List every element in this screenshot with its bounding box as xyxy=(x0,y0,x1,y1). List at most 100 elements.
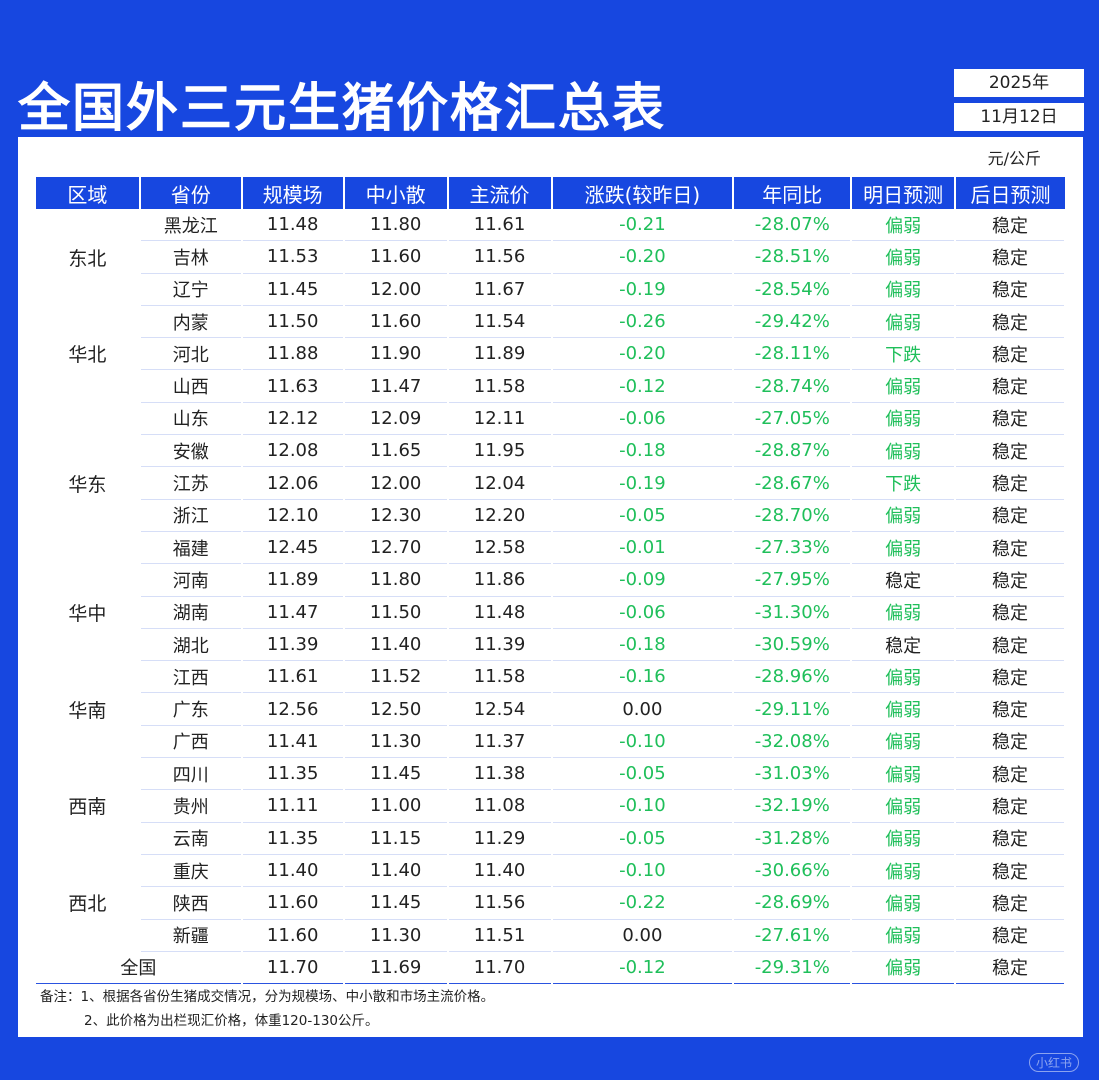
province-cell: 安徽 xyxy=(139,434,243,468)
change-cell: -0.06 xyxy=(551,596,735,629)
after-cell: 稳定 xyxy=(955,757,1066,791)
tomorrow-cell: 偏弱 xyxy=(851,789,957,823)
total-main-cell: 11.70 xyxy=(447,951,553,985)
table-header-row: 区域 省份 规模场 中小散 主流价 涨跌(较昨日) 年同比 明日预测 后日预测 xyxy=(36,177,1065,209)
province-cell: 内蒙 xyxy=(139,305,243,339)
after-cell: 稳定 xyxy=(955,466,1066,500)
yoy-cell: -31.03% xyxy=(733,757,853,791)
after-cell: 稳定 xyxy=(955,692,1066,726)
small-cell: 12.50 xyxy=(343,692,449,726)
yoy-cell: -28.96% xyxy=(733,660,853,694)
yoy-cell: -27.05% xyxy=(733,402,853,436)
table-row: 福建 12.45 12.70 12.58 -0.01 -27.33% 偏弱 稳定 xyxy=(36,531,1066,565)
total-label: 全国 xyxy=(36,951,243,985)
table-row: 浙江 12.10 12.30 12.20 -0.05 -28.70% 偏弱 稳定 xyxy=(36,499,1066,532)
change-cell: 0.00 xyxy=(551,919,735,952)
province-cell: 河南 xyxy=(139,563,243,597)
large-cell: 11.48 xyxy=(241,209,345,242)
after-cell: 稳定 xyxy=(955,499,1066,532)
region-cell: 华中 xyxy=(36,563,141,661)
large-cell: 11.35 xyxy=(241,822,345,855)
large-cell: 11.11 xyxy=(241,789,345,823)
yoy-cell: -29.42% xyxy=(733,305,853,339)
small-cell: 11.65 xyxy=(343,434,449,468)
change-cell: -0.21 xyxy=(551,209,735,242)
small-cell: 11.00 xyxy=(343,789,449,823)
main-cell: 11.38 xyxy=(447,757,553,791)
main-cell: 11.89 xyxy=(447,337,553,371)
tomorrow-cell: 偏弱 xyxy=(851,531,957,565)
date-day: 11月12日 xyxy=(953,102,1085,132)
change-cell: -0.10 xyxy=(551,789,735,823)
after-cell: 稳定 xyxy=(955,563,1066,597)
after-cell: 稳定 xyxy=(955,305,1066,339)
change-cell: -0.06 xyxy=(551,402,735,436)
change-cell: -0.10 xyxy=(551,854,735,888)
province-cell: 山东 xyxy=(139,402,243,436)
change-cell: -0.26 xyxy=(551,305,735,339)
large-cell: 12.10 xyxy=(241,499,345,532)
main-cell: 11.67 xyxy=(447,273,553,306)
small-cell: 11.40 xyxy=(343,628,449,662)
province-cell: 广东 xyxy=(139,692,243,726)
after-cell: 稳定 xyxy=(955,337,1066,371)
tomorrow-cell: 偏弱 xyxy=(851,402,957,436)
province-cell: 吉林 xyxy=(139,240,243,274)
small-cell: 11.30 xyxy=(343,725,449,759)
large-cell: 11.45 xyxy=(241,273,345,306)
large-cell: 11.47 xyxy=(241,596,345,629)
table-row: 贵州 11.11 11.00 11.08 -0.10 -32.19% 偏弱 稳定 xyxy=(36,789,1066,823)
main-cell: 11.56 xyxy=(447,886,553,920)
tomorrow-cell: 偏弱 xyxy=(851,273,957,306)
change-cell: -0.01 xyxy=(551,531,735,565)
main-cell: 12.04 xyxy=(447,466,553,500)
column-header: 涨跌(较昨日) xyxy=(551,177,735,209)
change-cell: -0.05 xyxy=(551,822,735,855)
table-row: 广东 12.56 12.50 12.54 0.00 -29.11% 偏弱 稳定 xyxy=(36,692,1066,726)
tomorrow-cell: 偏弱 xyxy=(851,854,957,888)
table-row: 江苏 12.06 12.00 12.04 -0.19 -28.67% 下跌 稳定 xyxy=(36,466,1066,500)
table-row: 安徽 12.08 11.65 11.95 -0.18 -28.87% 偏弱 稳定 xyxy=(36,434,1066,468)
after-cell: 稳定 xyxy=(955,854,1066,888)
table-row: 湖北 11.39 11.40 11.39 -0.18 -30.59% 稳定 稳定 xyxy=(36,628,1066,662)
total-tomorrow-cell: 偏弱 xyxy=(851,951,957,985)
large-cell: 11.61 xyxy=(241,660,345,694)
after-cell: 稳定 xyxy=(955,273,1066,306)
change-cell: -0.18 xyxy=(551,628,735,662)
after-cell: 稳定 xyxy=(955,240,1066,274)
small-cell: 11.90 xyxy=(343,337,449,371)
large-cell: 12.45 xyxy=(241,531,345,565)
main-cell: 11.08 xyxy=(447,789,553,823)
tomorrow-cell: 偏弱 xyxy=(851,660,957,694)
column-header: 中小散 xyxy=(343,177,449,209)
change-cell: -0.05 xyxy=(551,499,735,532)
table-row: 西北 重庆 11.40 11.40 11.40 -0.10 -30.66% 偏弱 稳定 xyxy=(36,854,1066,952)
table-row: 陕西 11.60 11.45 11.56 -0.22 -28.69% 偏弱 稳定 xyxy=(36,886,1066,920)
small-cell: 11.52 xyxy=(343,660,449,694)
column-header: 明日预测 xyxy=(851,177,957,209)
province-cell: 湖北 xyxy=(139,628,243,662)
province-cell: 新疆 xyxy=(139,919,243,952)
region-cell: 西南 xyxy=(36,757,141,855)
main-cell: 11.58 xyxy=(447,369,553,403)
small-cell: 11.15 xyxy=(343,822,449,855)
yoy-cell: -28.11% xyxy=(733,337,853,371)
main-cell: 11.95 xyxy=(447,434,553,468)
province-cell: 陕西 xyxy=(139,886,243,920)
large-cell: 11.41 xyxy=(241,725,345,759)
change-cell: -0.16 xyxy=(551,660,735,694)
region-cell: 华东 xyxy=(36,402,141,564)
after-cell: 稳定 xyxy=(955,209,1066,242)
yoy-cell: -30.59% xyxy=(733,628,853,662)
small-cell: 12.00 xyxy=(343,273,449,306)
large-cell: 11.35 xyxy=(241,757,345,791)
table-row: 新疆 11.60 11.30 11.51 0.00 -27.61% 偏弱 稳定 xyxy=(36,919,1066,952)
change-cell: -0.05 xyxy=(551,757,735,791)
date-year: 2025年 xyxy=(953,68,1085,98)
province-cell: 云南 xyxy=(139,822,243,855)
date-box: 2025年 11月12日 xyxy=(953,68,1085,132)
region-cell: 西北 xyxy=(36,854,141,952)
after-cell: 稳定 xyxy=(955,660,1066,694)
total-yoy-cell: -29.31% xyxy=(733,951,853,985)
main-cell: 11.37 xyxy=(447,725,553,759)
